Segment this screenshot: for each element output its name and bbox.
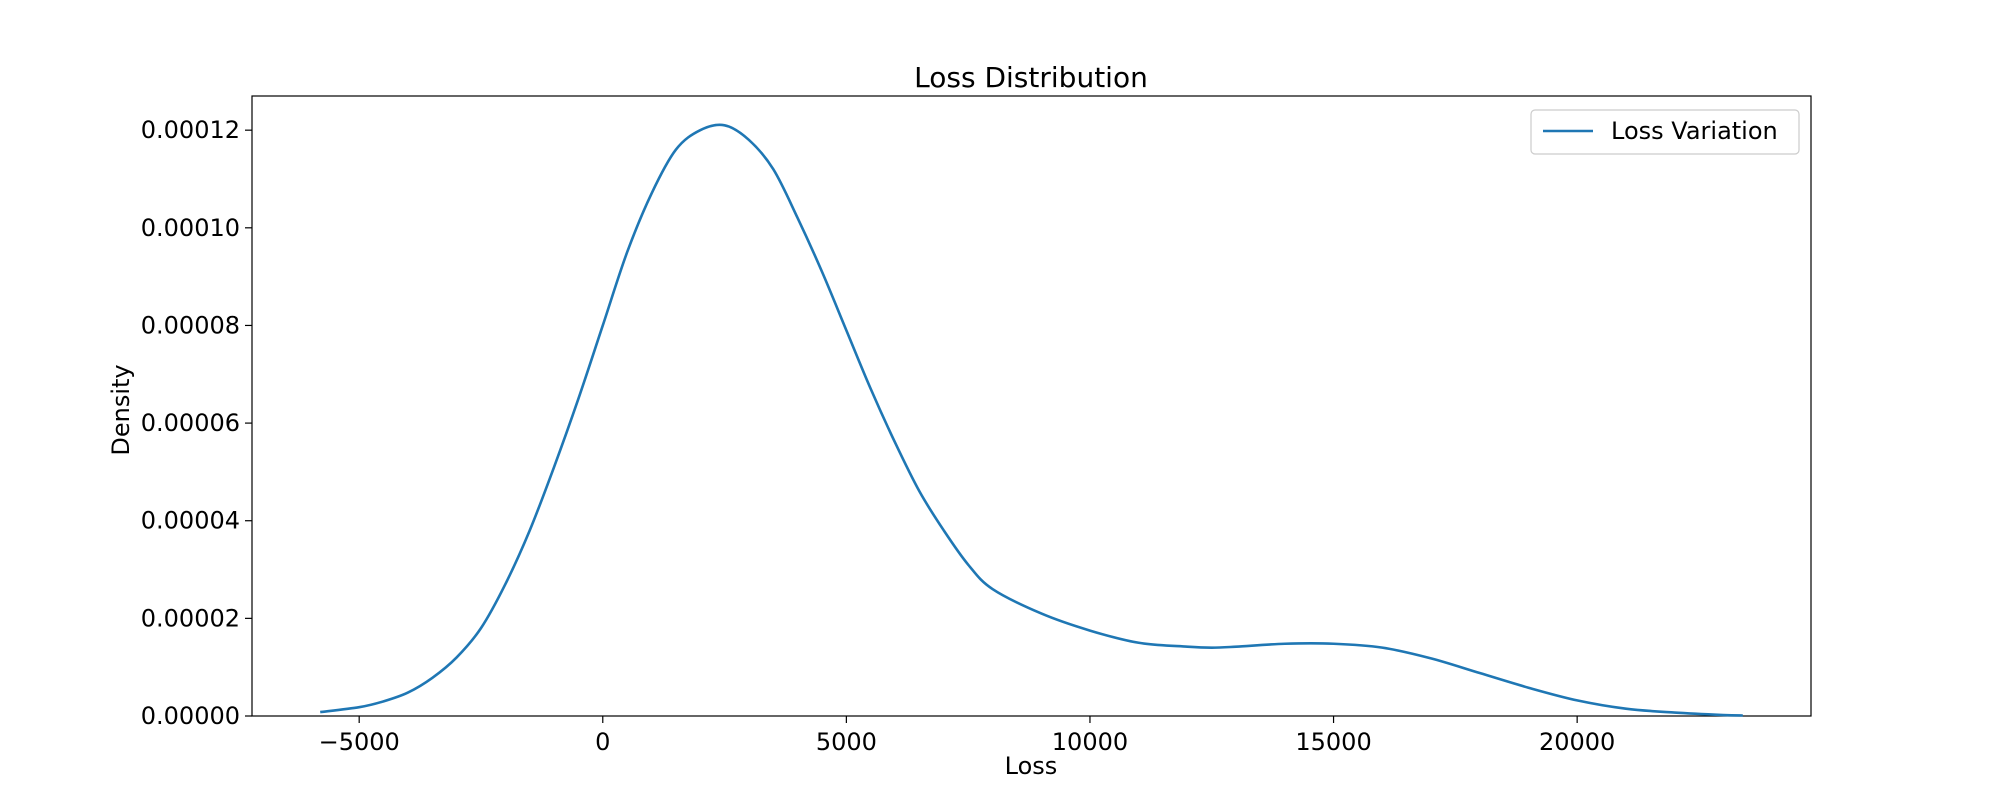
y-tick-label: 0.00002 [141, 604, 240, 632]
y-axis-ticks: 0.00000 0.00002 0.00004 0.00006 0.00008 0.000… [141, 116, 252, 730]
y-tick-label: 0.00012 [141, 116, 240, 144]
series-line-loss-variation [320, 123, 1743, 717]
x-tick-label: 20000 [1539, 728, 1615, 756]
plot-area [251, 95, 1812, 717]
y-tick-label: 0.00000 [141, 702, 240, 730]
legend: Loss Variation [1530, 109, 1800, 155]
x-axis-label: Loss [1005, 752, 1058, 780]
y-tick-label: 0.00010 [141, 214, 240, 242]
y-axis-label: Density [107, 364, 135, 455]
legend-label: Loss Variation [1611, 117, 1778, 145]
legend-box [1530, 109, 1800, 155]
x-tick-label: 0 [595, 728, 610, 756]
x-axis-ticks: −5000 0 5000 10000 15000 20000 [319, 716, 1615, 756]
y-tick-label: 0.00008 [141, 311, 240, 339]
y-tick-label: 0.00006 [141, 409, 240, 437]
x-tick-label: −5000 [319, 728, 400, 756]
chart-title: Loss Distribution [914, 61, 1148, 94]
x-tick-label: 10000 [1052, 728, 1128, 756]
x-tick-label: 15000 [1295, 728, 1371, 756]
y-tick-label: 0.00004 [141, 507, 240, 535]
x-tick-label: 5000 [816, 728, 877, 756]
